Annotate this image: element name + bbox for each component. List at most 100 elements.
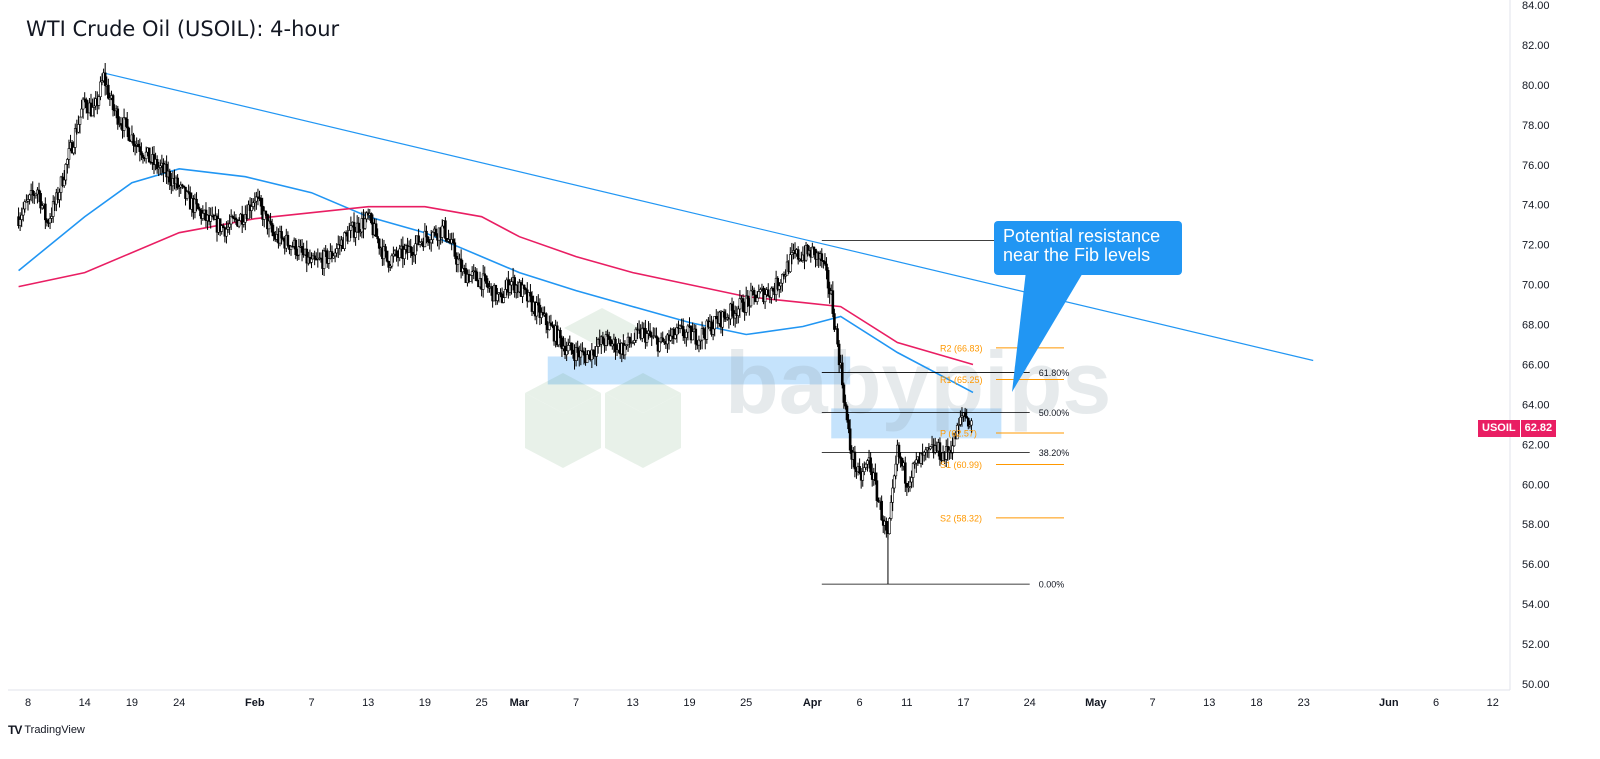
- candle-body: [470, 271, 474, 276]
- candle-body: [97, 96, 101, 106]
- candle-body: [499, 292, 502, 295]
- candle-body: [551, 325, 554, 327]
- candle-body: [111, 95, 115, 111]
- candle-body: [289, 245, 293, 250]
- candle-body: [559, 330, 562, 339]
- candle-body: [388, 265, 392, 268]
- candle-body: [352, 221, 356, 238]
- candle-body: [58, 192, 61, 200]
- callout-annotation[interactable]: Potential resistance near the Fib levels: [994, 221, 1182, 275]
- candle-body: [784, 274, 787, 277]
- candle-body: [776, 277, 780, 290]
- candle-body: [864, 463, 868, 468]
- tradingview-brand[interactable]: TV TradingView: [8, 723, 85, 737]
- candle-body: [595, 346, 598, 357]
- candle-body: [376, 236, 379, 240]
- candle-body: [240, 213, 244, 225]
- candle-body: [889, 502, 893, 519]
- candle-body: [40, 205, 44, 209]
- candle-body: [563, 345, 567, 356]
- candle-body: [333, 252, 337, 257]
- candle-body: [451, 239, 455, 244]
- candle-body: [888, 518, 891, 535]
- candle-body: [440, 225, 444, 238]
- candle-body: [327, 258, 331, 264]
- callout-line-1: Potential resistance: [1003, 226, 1161, 246]
- candle-body: [899, 456, 902, 459]
- candle-body: [574, 347, 578, 361]
- candle-body: [607, 336, 611, 340]
- candle-body: [669, 335, 672, 341]
- candle-body: [73, 128, 77, 148]
- x-tick-label: 14: [79, 697, 91, 709]
- candle-body: [897, 444, 901, 458]
- candle-body: [140, 151, 143, 156]
- candle-body: [529, 292, 532, 297]
- x-tick-label: 13: [627, 697, 639, 709]
- x-tick-label: 24: [1024, 697, 1036, 709]
- candle-body: [903, 462, 907, 484]
- candle-body: [826, 270, 830, 289]
- candle-body: [722, 311, 726, 318]
- candle-body: [957, 424, 961, 426]
- x-tick-label: Apr: [803, 697, 823, 709]
- candle-body: [615, 349, 619, 353]
- candle-body: [681, 326, 685, 337]
- x-tick-label: 19: [419, 697, 431, 709]
- candle-body: [116, 108, 120, 125]
- last-price-label: USOIL 62.82: [1478, 420, 1557, 437]
- candle-body: [469, 275, 472, 282]
- candle-body: [133, 145, 137, 147]
- candle-body: [766, 289, 770, 297]
- candle-body: [124, 117, 127, 120]
- x-tick-label: Feb: [245, 697, 265, 709]
- candle-body: [426, 236, 430, 243]
- candle-body: [272, 231, 276, 237]
- candle-body: [702, 328, 705, 335]
- candle-body: [193, 198, 197, 213]
- y-tick-label: 80.00: [1522, 80, 1550, 92]
- candle-body: [225, 228, 228, 237]
- candle-body: [100, 80, 104, 83]
- candle-body: [741, 298, 745, 312]
- candle-body: [502, 297, 505, 303]
- candle-body: [231, 216, 235, 219]
- tradingview-logo-icon: TV: [8, 723, 22, 737]
- zone-rect: [547, 356, 851, 385]
- candle-body: [34, 193, 38, 196]
- candle-body: [314, 258, 318, 261]
- candle-body: [81, 98, 85, 110]
- y-axis[interactable]: 50.00 52.00 54.00 56.00 58.00 60.00 62.00 64.00…: [1522, 0, 1550, 691]
- candle-body: [524, 288, 528, 291]
- candle-body: [25, 201, 28, 203]
- candle-body: [648, 330, 652, 337]
- candle-body: [623, 345, 627, 356]
- candle-body: [781, 273, 784, 284]
- candle-body: [576, 347, 579, 353]
- candle-body: [844, 402, 847, 407]
- y-tick-label: 58.00: [1522, 519, 1550, 531]
- candle-body: [108, 97, 112, 100]
- candle-body: [92, 105, 96, 108]
- x-tick-label: 25: [475, 697, 487, 709]
- candle-body: [699, 339, 702, 342]
- candle-body: [66, 159, 69, 165]
- candle-body: [159, 165, 162, 168]
- watermark-cube-right-front: [643, 393, 681, 468]
- candle-body: [423, 230, 427, 248]
- candle-body: [968, 424, 972, 427]
- candle-body: [418, 241, 422, 245]
- candle-body: [713, 316, 717, 330]
- candle-body: [592, 349, 595, 356]
- candle-body: [344, 232, 348, 234]
- candle-body: [929, 446, 932, 450]
- candle-body: [582, 351, 586, 356]
- x-axis[interactable]: 8 14 19 24 Feb 7 13 19 25 Mar 7 13 19 25 Apr 6 11 17 24 May…: [25, 697, 1499, 709]
- candle-body: [614, 338, 617, 353]
- candle-body: [913, 462, 917, 465]
- candle-body: [711, 328, 715, 335]
- candle-body: [604, 334, 608, 346]
- candle-body: [966, 417, 970, 427]
- candle-body: [777, 285, 781, 290]
